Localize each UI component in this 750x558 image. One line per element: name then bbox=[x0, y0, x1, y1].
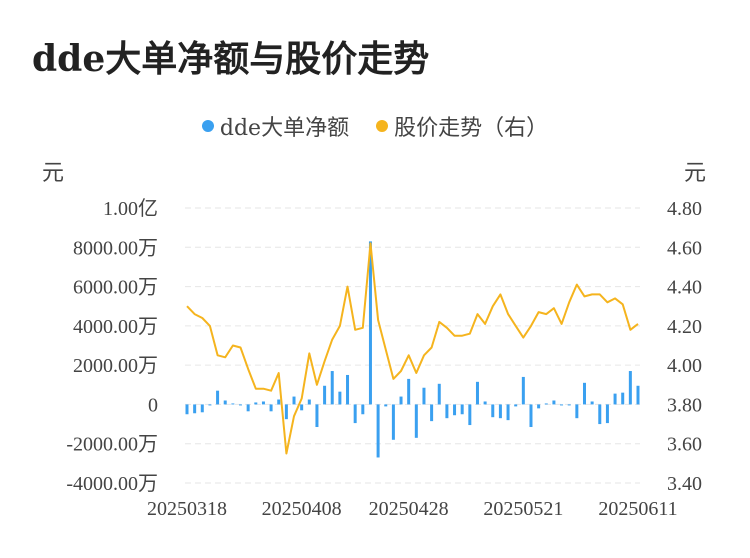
dde-bar[interactable] bbox=[346, 374, 350, 405]
dde-bar[interactable] bbox=[193, 404, 197, 414]
dde-bar[interactable] bbox=[254, 402, 258, 405]
dde-bar[interactable] bbox=[208, 404, 212, 406]
dde-bar[interactable] bbox=[376, 404, 380, 458]
x-axis-tick-label: 20250611 bbox=[598, 498, 677, 520]
dde-bar[interactable] bbox=[414, 404, 418, 438]
legend: dde大单净额 股价走势（右） bbox=[0, 110, 750, 142]
dde-bar[interactable] bbox=[338, 391, 342, 405]
grid bbox=[185, 207, 640, 484]
dde-bar[interactable] bbox=[491, 404, 495, 418]
chart-title: dde大单净额与股价走势 bbox=[32, 38, 430, 80]
dde-bar[interactable] bbox=[590, 401, 594, 405]
dde-bar[interactable] bbox=[368, 241, 372, 405]
dde-bar[interactable] bbox=[437, 383, 441, 405]
dde-bar[interactable] bbox=[422, 387, 426, 405]
dde-bar[interactable] bbox=[407, 378, 411, 405]
dde-bar[interactable] bbox=[246, 404, 250, 412]
dde-bar[interactable] bbox=[185, 404, 189, 415]
dde-bar[interactable] bbox=[483, 401, 487, 405]
dde-bar[interactable] bbox=[315, 404, 319, 428]
dde-bar[interactable] bbox=[460, 404, 464, 415]
dde-bar[interactable] bbox=[498, 404, 502, 419]
dde-bar[interactable] bbox=[239, 404, 243, 406]
dde-bar[interactable] bbox=[261, 401, 265, 405]
x-axis-tick-label: 20250318 bbox=[147, 498, 227, 520]
bars bbox=[185, 241, 640, 458]
right-axis-tick-label: 4.40 bbox=[667, 277, 702, 299]
dde-bar[interactable] bbox=[300, 404, 304, 411]
right-axis-tick-label: 4.80 bbox=[667, 198, 702, 220]
dde-bar[interactable] bbox=[475, 381, 479, 405]
left-axis-tick-label: 4000.00万 bbox=[73, 316, 158, 338]
dde-bar[interactable] bbox=[582, 382, 586, 405]
x-axis-tick-label: 20250408 bbox=[262, 498, 342, 520]
left-axis-tick-label: -2000.00万 bbox=[66, 434, 158, 456]
dde-bar[interactable] bbox=[621, 392, 625, 405]
right-axis-tick-label: 4.00 bbox=[667, 355, 702, 377]
right-axis-tick-label: 3.80 bbox=[667, 394, 702, 416]
dde-bar[interactable] bbox=[514, 404, 518, 407]
axis-labels: 1.00亿 8000.00万 6000.00万 4000.00万 2000.00万 0 -2… bbox=[66, 197, 702, 520]
dde-bar[interactable] bbox=[269, 404, 273, 412]
left-axis-tick-label: 2000.00万 bbox=[73, 355, 158, 377]
price-line[interactable] bbox=[186, 242, 639, 455]
left-axis-tick-label: 1.00亿 bbox=[103, 197, 158, 220]
dde-bar[interactable] bbox=[292, 396, 296, 405]
legend-label-dde: dde大单净额 bbox=[219, 116, 350, 141]
dde-bar[interactable] bbox=[636, 385, 640, 405]
dde-bar[interactable] bbox=[544, 403, 548, 405]
dde-bar[interactable] bbox=[605, 404, 609, 424]
dde-bar[interactable] bbox=[231, 403, 235, 405]
dde-bar[interactable] bbox=[529, 404, 533, 428]
left-axis-tick-label: 0 bbox=[148, 394, 158, 416]
dde-bar[interactable] bbox=[430, 404, 434, 422]
right-axis-tick-label: 3.60 bbox=[667, 434, 702, 456]
dde-bar[interactable] bbox=[277, 399, 281, 405]
dde-bar[interactable] bbox=[567, 404, 571, 406]
x-axis-tick-label: 20250521 bbox=[483, 498, 563, 520]
dde-bar[interactable] bbox=[628, 371, 632, 405]
right-axis-unit: 元 bbox=[684, 161, 707, 186]
dde-bar[interactable] bbox=[537, 404, 541, 409]
legend-label-price: 股价走势（右） bbox=[394, 116, 549, 141]
dde-bar[interactable] bbox=[223, 400, 227, 405]
price-line-layer bbox=[186, 242, 639, 455]
dde-bar[interactable] bbox=[552, 400, 556, 405]
left-axis-unit: 元 bbox=[42, 161, 65, 186]
dde-bar[interactable] bbox=[453, 404, 457, 416]
left-axis-tick-label: 6000.00万 bbox=[73, 277, 158, 299]
dde-bar[interactable] bbox=[353, 404, 357, 424]
right-axis-tick-label: 4.20 bbox=[667, 316, 702, 338]
dde-bar[interactable] bbox=[391, 404, 395, 440]
dde-bar[interactable] bbox=[506, 404, 510, 421]
dde-bar[interactable] bbox=[330, 371, 334, 405]
right-axis-tick-label: 4.60 bbox=[667, 237, 702, 259]
dde-bar[interactable] bbox=[468, 404, 472, 426]
dde-bar[interactable] bbox=[200, 404, 204, 413]
dde-bar[interactable] bbox=[560, 404, 564, 406]
dde-bar[interactable] bbox=[323, 385, 327, 405]
legend-item-dde[interactable]: dde大单净额 bbox=[201, 110, 350, 142]
dde-bar[interactable] bbox=[384, 404, 388, 407]
left-axis-tick-label: 8000.00万 bbox=[73, 237, 158, 259]
dde-bar[interactable] bbox=[216, 390, 220, 405]
dde-bar[interactable] bbox=[521, 376, 525, 405]
x-axis-tick-label: 20250428 bbox=[369, 498, 449, 520]
legend-item-price[interactable]: 股价走势（右） bbox=[376, 110, 548, 142]
dde-bar[interactable] bbox=[613, 393, 617, 405]
dde-bar[interactable] bbox=[361, 404, 365, 415]
dde-bar[interactable] bbox=[575, 404, 579, 419]
dde-bar[interactable] bbox=[598, 404, 602, 425]
dde-bar[interactable] bbox=[307, 399, 311, 405]
dde-bar[interactable] bbox=[284, 404, 288, 420]
legend-marker-dde bbox=[201, 120, 214, 132]
dde-bar[interactable] bbox=[445, 404, 449, 419]
left-axis-tick-label: -4000.00万 bbox=[66, 473, 158, 495]
legend-marker-price bbox=[376, 120, 389, 132]
right-axis-tick-label: 3.40 bbox=[667, 473, 702, 495]
dde-bar[interactable] bbox=[399, 396, 403, 405]
